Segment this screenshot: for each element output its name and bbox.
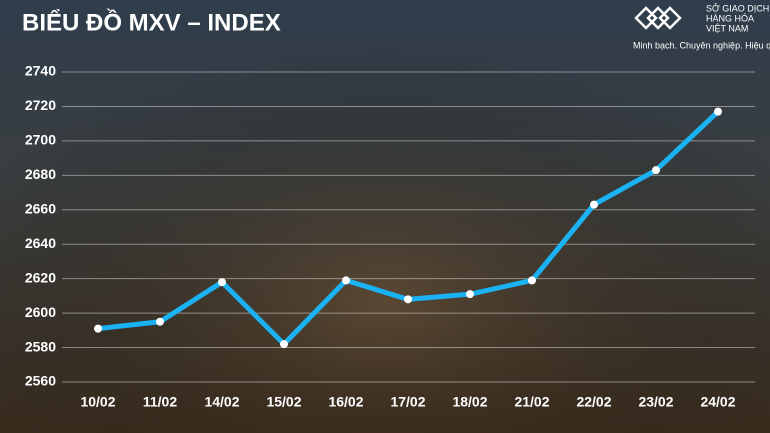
y-tick-label: 2620	[25, 269, 56, 285]
y-tick-label: 2700	[25, 132, 56, 148]
x-tick-label: 10/02	[80, 394, 115, 410]
y-tick-label: 2740	[25, 63, 56, 79]
y-tick-label: 2600	[25, 304, 56, 320]
x-tick-label: 24/02	[700, 394, 735, 410]
data-point	[94, 324, 102, 333]
logo-text: HÀNG HÓA	[706, 13, 754, 23]
data-point	[714, 107, 722, 116]
y-tick-label: 2660	[25, 200, 56, 216]
chart-title: BIỂU ĐỒ MXV – INDEX	[22, 8, 281, 36]
logo-text: SỞ GIAO DỊCH	[706, 2, 769, 13]
data-point	[466, 290, 474, 299]
data-point	[280, 340, 288, 349]
data-point	[404, 295, 412, 304]
data-point	[590, 200, 598, 209]
x-tick-label: 15/02	[266, 394, 301, 410]
y-tick-label: 2640	[25, 235, 56, 251]
x-tick-label: 22/02	[576, 394, 611, 410]
x-tick-label: 16/02	[328, 394, 363, 410]
x-tick-label: 18/02	[452, 394, 487, 410]
x-tick-label: 23/02	[638, 394, 673, 410]
y-tick-label: 2680	[25, 166, 56, 182]
data-point	[156, 317, 164, 326]
data-point	[218, 278, 226, 287]
y-tick-label: 2580	[25, 338, 56, 354]
x-tick-label: 11/02	[143, 394, 177, 410]
logo-tagline: Minh bạch. Chuyên nghiệp. Hiệu quả	[633, 40, 770, 50]
logo-icon	[634, 6, 682, 30]
x-tick-label: 21/02	[514, 394, 549, 410]
y-tick-label: 2560	[25, 373, 56, 389]
logo-text: VIỆT NAM	[706, 23, 748, 33]
data-point	[652, 166, 660, 175]
data-point	[528, 276, 536, 285]
logo: SỞ GIAO DỊCH HÀNG HÓA VIỆT NAM Minh bạch…	[633, 2, 770, 50]
data-point	[342, 276, 350, 285]
x-tick-label: 14/02	[204, 394, 239, 410]
x-tick-label: 17/02	[390, 394, 425, 410]
y-tick-label: 2720	[25, 97, 56, 113]
